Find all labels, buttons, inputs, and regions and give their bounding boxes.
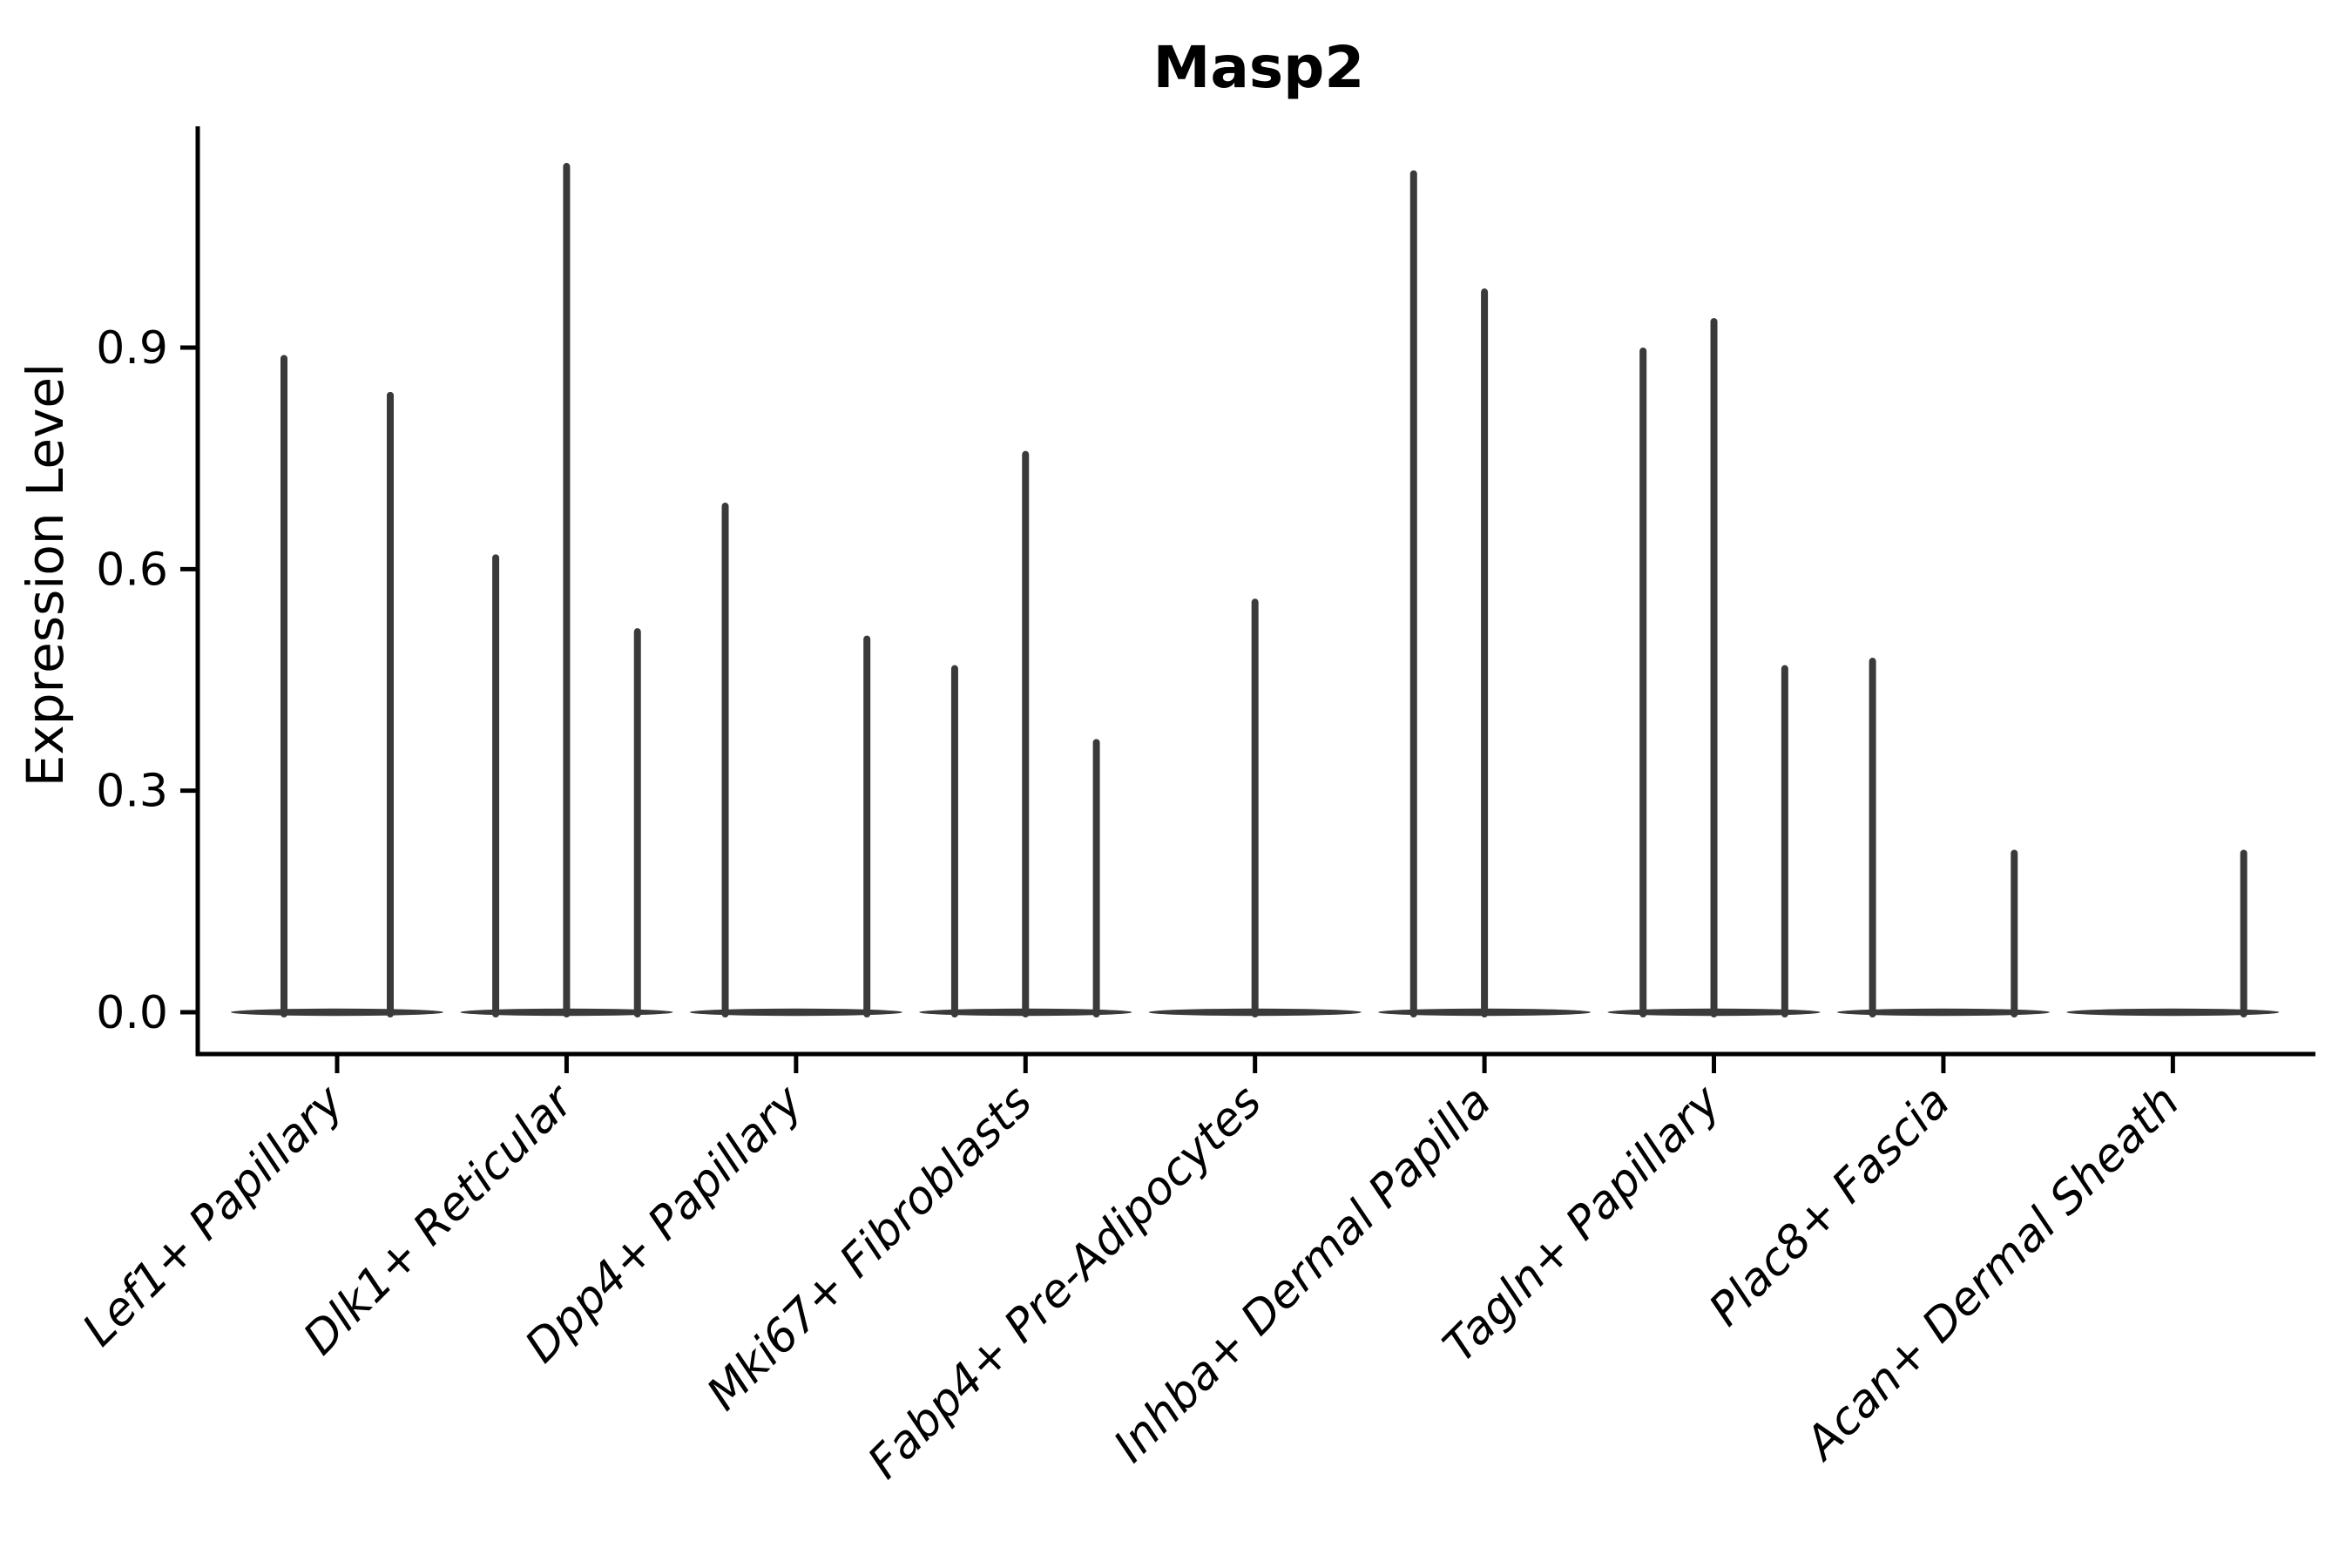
x-tick-label: Plac8+ Fascia xyxy=(1700,1076,1960,1336)
chart-title: Masp2 xyxy=(1153,34,1365,101)
violin-base xyxy=(2066,1008,2280,1017)
x-tick-label: Fabp4+ Pre-Adipocytes xyxy=(858,1076,1272,1490)
violin-base xyxy=(689,1008,902,1017)
violin-base xyxy=(1836,1008,2050,1017)
y-tick-label: 0.9 xyxy=(96,322,168,375)
y-tick-label: 0.0 xyxy=(96,987,168,1039)
x-tick-label: Inhba+ Dermal Papilla xyxy=(1105,1076,1502,1473)
violin-base xyxy=(231,1008,443,1017)
x-tick-label: Acan+ Dermal Sheath xyxy=(1794,1076,2189,1471)
y-tick-label: 0.3 xyxy=(96,766,168,818)
y-axis-label: Expression Level xyxy=(16,363,75,787)
y-tick-label: 0.6 xyxy=(96,544,168,596)
